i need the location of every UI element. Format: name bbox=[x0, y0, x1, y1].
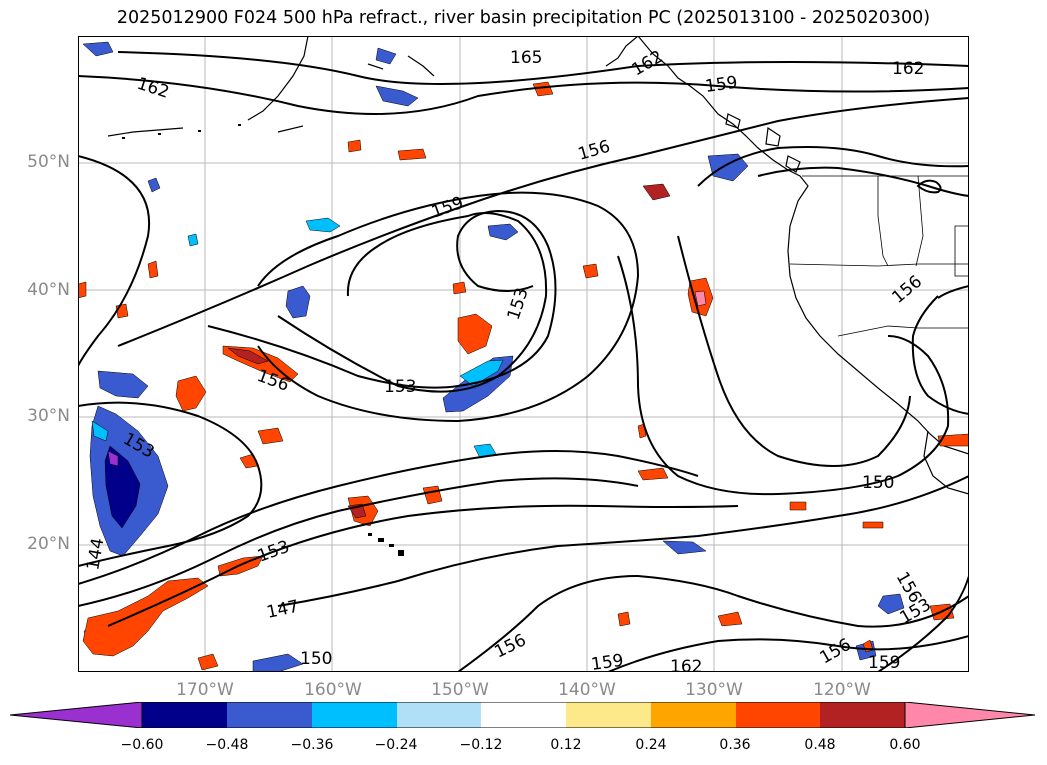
lon-label-130w: 130°W bbox=[685, 680, 743, 700]
contour-label: 150 bbox=[862, 473, 894, 493]
colorbar-extend-high bbox=[904, 701, 1036, 729]
colorbar-bin bbox=[566, 702, 651, 728]
contour-label: 156 bbox=[491, 630, 529, 662]
lon-label-150w: 150°W bbox=[431, 680, 489, 700]
colorbar bbox=[9, 701, 1040, 729]
borders bbox=[789, 175, 969, 337]
lon-label-140w: 140°W bbox=[558, 680, 616, 700]
negative-pc-shading bbox=[82, 41, 905, 672]
colorbar-tick: 0.36 bbox=[719, 737, 751, 753]
contour-label: 159 bbox=[704, 73, 739, 97]
colorbar-tick: −0.12 bbox=[459, 737, 503, 753]
colorbar-tick: 0.60 bbox=[889, 737, 921, 753]
colorbar-bin bbox=[651, 702, 736, 728]
contour-label: 162 bbox=[892, 59, 924, 79]
lon-label-120w: 120°W bbox=[813, 680, 871, 700]
contour-label: 156 bbox=[576, 137, 613, 165]
lat-label-50n: 50°N bbox=[27, 152, 70, 172]
lat-label-20n: 20°N bbox=[27, 534, 70, 554]
gridlines bbox=[78, 36, 969, 672]
lon-label-170w: 170°W bbox=[176, 680, 234, 700]
contour-label: 165 bbox=[510, 48, 542, 68]
refractivity-contours bbox=[78, 51, 969, 672]
islands bbox=[122, 124, 404, 556]
colorbar-tick: −0.60 bbox=[120, 737, 164, 753]
contour-label: 153 bbox=[255, 537, 292, 567]
colorbar-bin bbox=[736, 702, 820, 728]
contour-label: 159 bbox=[590, 651, 625, 672]
colorbar-tick: −0.36 bbox=[290, 737, 334, 753]
contour-label: 159 bbox=[868, 653, 900, 672]
lat-label-40n: 40°N bbox=[27, 280, 70, 300]
contour-label: 150 bbox=[300, 649, 332, 669]
contour-label: 162 bbox=[670, 657, 702, 672]
colorbar-bin bbox=[820, 702, 905, 728]
map-title: 2025012900 F024 500 hPa refract., river … bbox=[116, 8, 931, 28]
contour-label: 156 bbox=[888, 272, 926, 308]
colorbar-tick: 0.24 bbox=[635, 737, 667, 753]
colorbar-bin bbox=[142, 702, 227, 728]
colorbar-tick: −0.48 bbox=[205, 737, 249, 753]
colorbar-bin bbox=[481, 702, 566, 728]
colorbar-bin bbox=[227, 702, 312, 728]
contour-label: 162 bbox=[134, 74, 171, 103]
lon-label-160w: 160°W bbox=[304, 680, 362, 700]
contour-label: 156 bbox=[817, 635, 855, 669]
colorbar-bin bbox=[397, 702, 481, 728]
contour-label: 144 bbox=[83, 536, 108, 571]
contour-label: 162 bbox=[629, 47, 667, 81]
colorbar-extend-low bbox=[9, 701, 143, 729]
contour-label: 147 bbox=[265, 597, 301, 623]
positive-pc-shading bbox=[78, 81, 969, 671]
lat-label-30n: 30°N bbox=[27, 406, 70, 426]
colorbar-tick: 0.48 bbox=[804, 737, 836, 753]
coastlines bbox=[107, 36, 969, 495]
map-panel: 165 162 162 159 159 156 153 153 156 150 … bbox=[78, 36, 969, 672]
contour-label: 153 bbox=[384, 377, 416, 397]
colorbar-bin bbox=[312, 702, 397, 728]
colorbar-tick: −0.24 bbox=[374, 737, 418, 753]
colorbar-tick: 0.12 bbox=[550, 737, 582, 753]
